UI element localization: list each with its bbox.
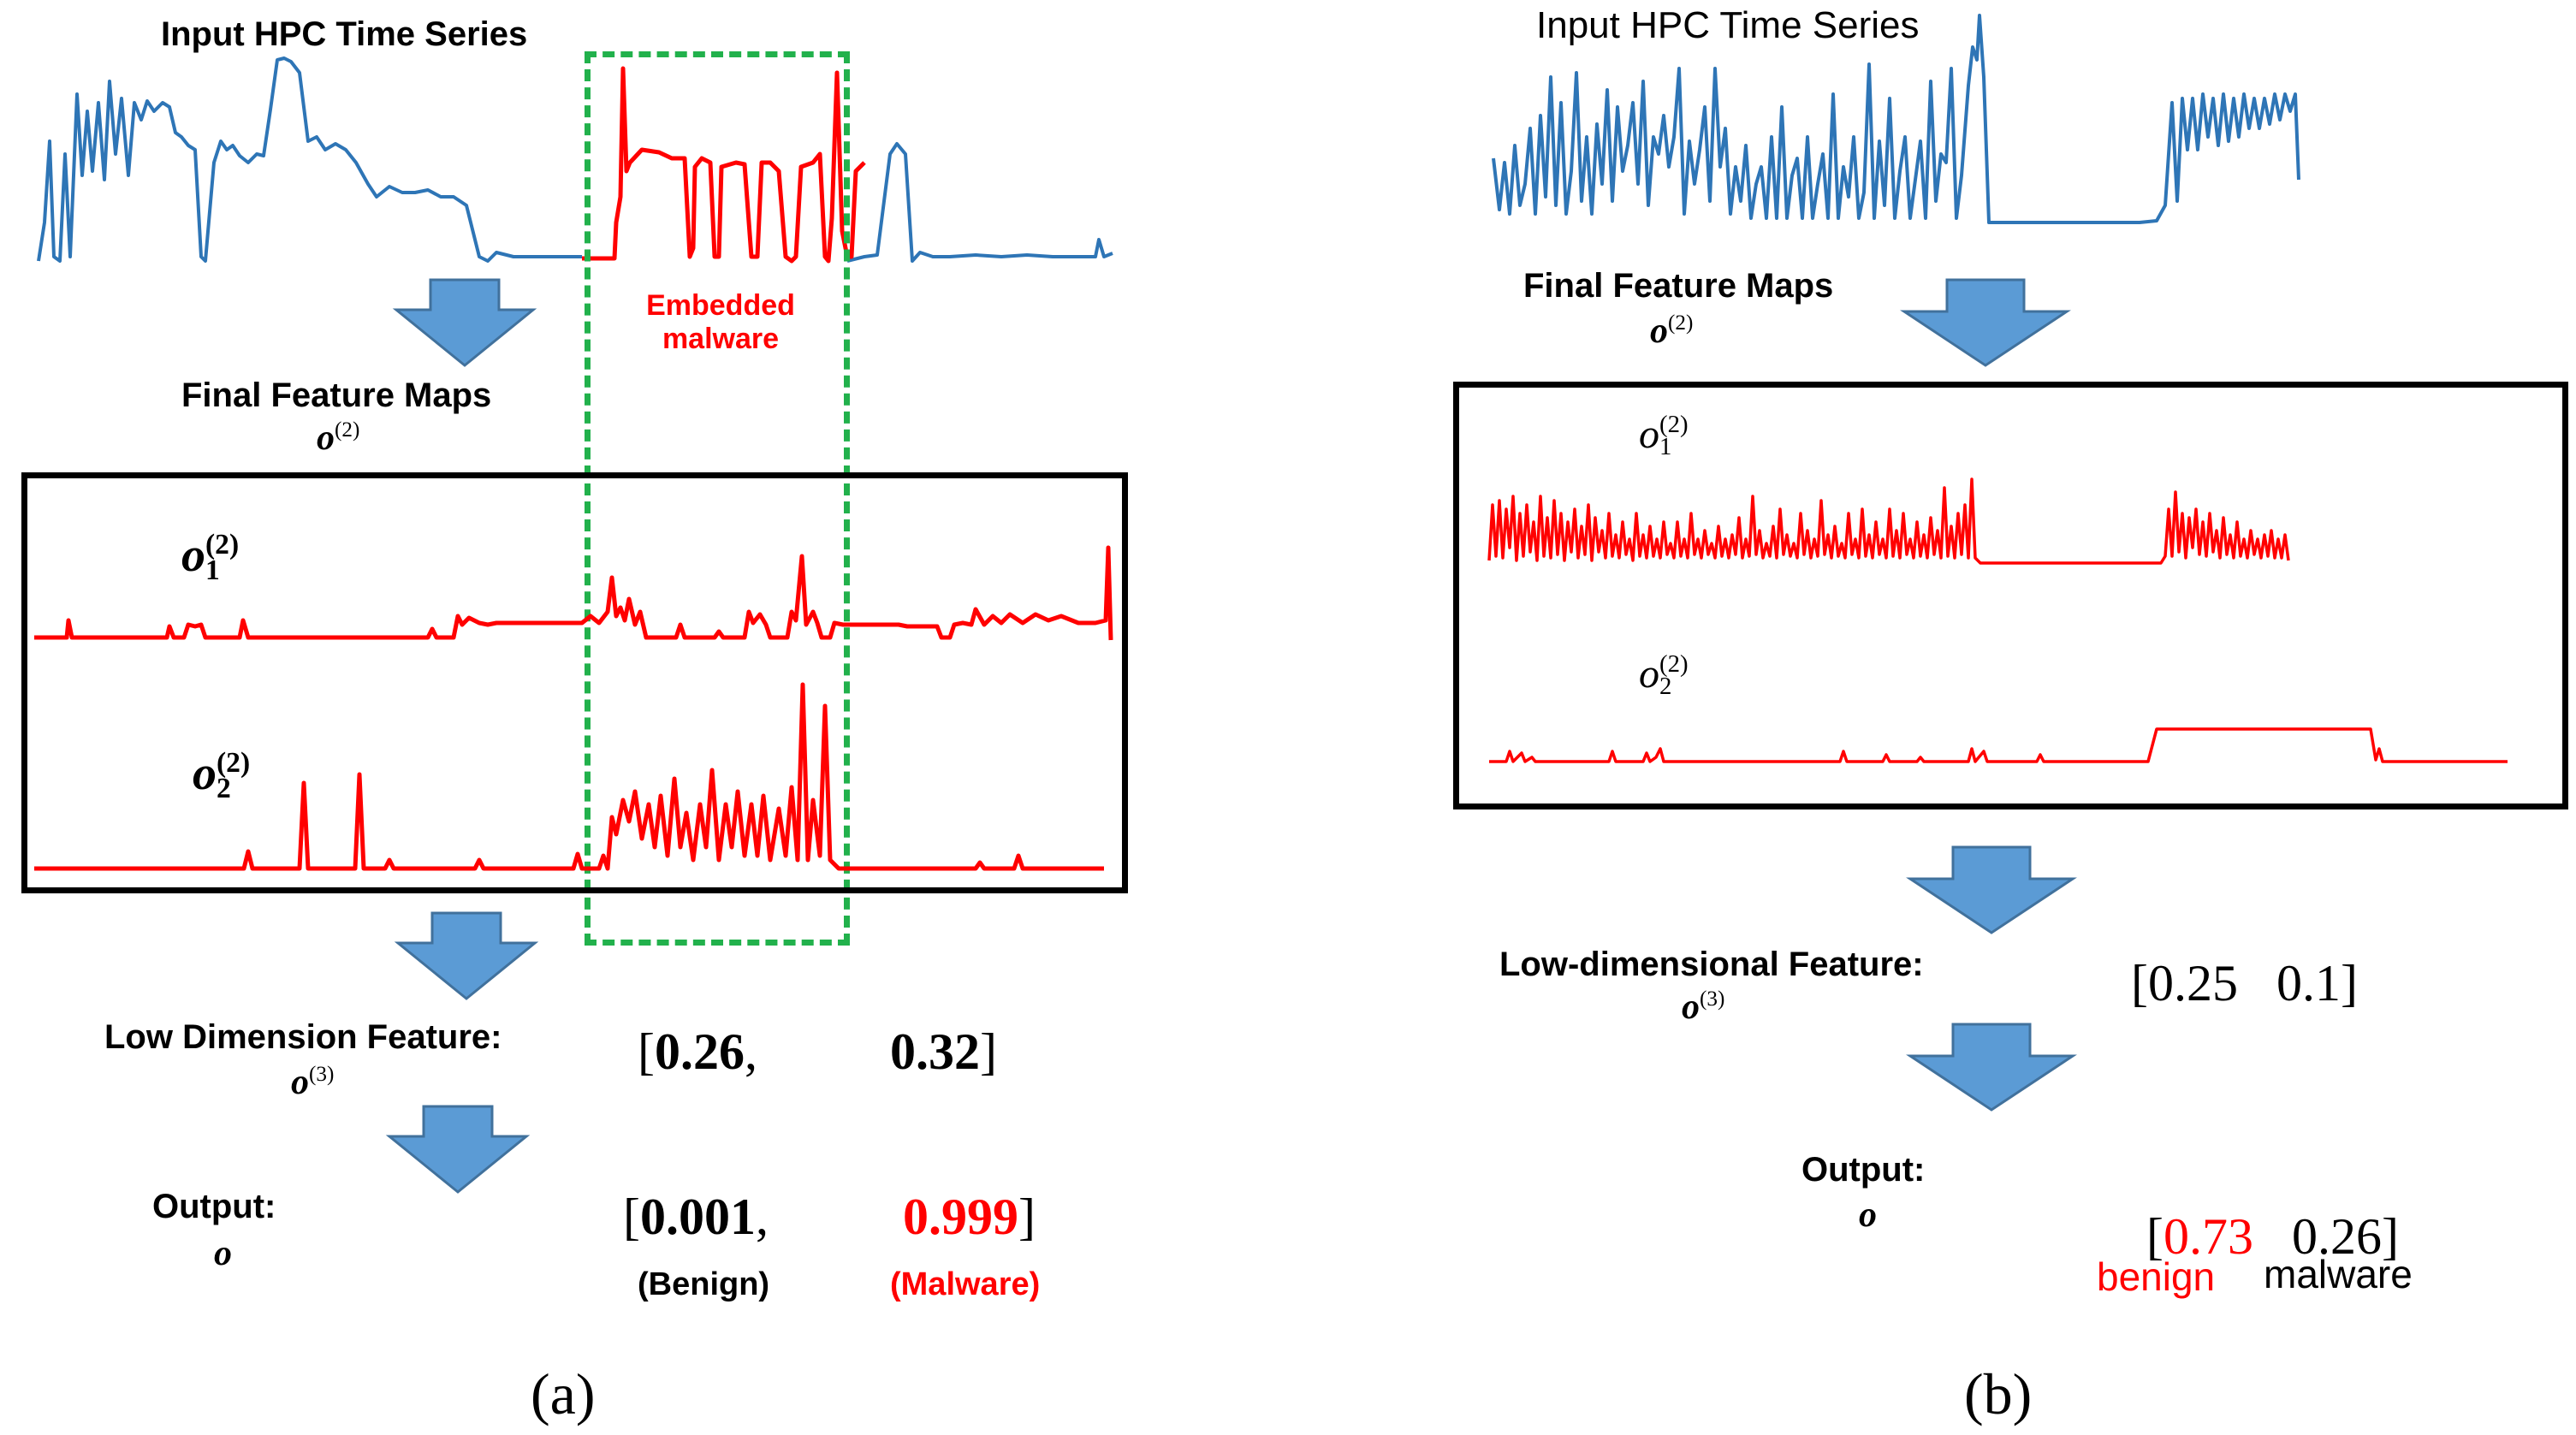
a-output-open: [ [623,1189,640,1245]
b-o2-symbol: o [1650,311,1668,351]
a-output-comma: , [755,1189,769,1245]
a-map1-sub: 1 [205,554,220,587]
b-o3-label: o(3) [1682,986,1724,1028]
a-embedded-line1: Embedded [646,289,795,322]
b-map1-sub: 1 [1659,433,1672,461]
b-output-v2: 0.26] [2291,1208,2399,1265]
a-low-dim-close: ] [980,1023,997,1080]
b-o3-symbol: o [1682,987,1700,1027]
a-low-dim-v2: 0.32 [890,1023,980,1080]
a-output-vector-2: 0.999] [903,1188,1036,1247]
b-arrow-down-3 [1906,1023,2077,1112]
b-output-title: Output: [1801,1151,1926,1189]
a-map2-label: o (2) 2 [193,744,251,805]
a-feature-maps-title: Final Feature Maps [181,377,492,414]
b-output-vector: [0.73 0.26] [2121,1148,2399,1266]
b-input-title: Input HPC Time Series [1536,4,1920,46]
a-malware-region-box [585,51,850,946]
b-map2-label: o (2) 2 [1639,650,1689,701]
a-map2-sub: 2 [217,773,231,805]
a-output-v2: 0.999 [903,1189,1018,1245]
a-arrow-down-3 [385,1105,531,1194]
a-output-o: o [214,1234,232,1273]
a-label-benign: (Benign) [638,1266,770,1302]
b-map2-sub: 2 [1659,673,1672,701]
b-map1-label: o (2) 1 [1639,411,1689,461]
a-map1-sup: (2) [205,528,240,560]
b-output-symbol: o [1859,1194,1877,1236]
b-caption: (b) [1964,1361,2033,1426]
a-output-vector: [0.001, [623,1188,769,1247]
a-map2-symbol: o [193,747,217,800]
b-feature-maps-title: Final Feature Maps [1523,267,1834,305]
a-map2-sup: (2) [217,746,251,779]
b-o2-sup: (2) [1668,311,1694,335]
a-input-series [37,56,1113,263]
b-o2-label: o(2) [1650,310,1693,352]
b-label-benign: benign [2097,1254,2216,1299]
a-map1-symbol: o [181,529,205,582]
a-o2-sup: (2) [335,418,360,442]
a-malware-series [582,66,866,264]
b-feature-maps-box [1453,382,2568,809]
a-output-symbol: o [214,1232,232,1274]
a-low-dim-title: Low Dimension Feature: [104,1018,502,1056]
b-low-dim-title: Low-dimensional Feature: [1499,946,1924,983]
a-caption: (a) [531,1361,596,1426]
b-arrow-down-2 [1906,845,2077,934]
b-arrow-down-1 [1900,278,2071,367]
a-map2-series [34,682,1104,871]
b-output-o: o [1859,1195,1877,1235]
a-o3-label: o(3) [291,1061,334,1103]
b-map2-sup: (2) [1659,650,1689,679]
a-low-dim-vector-2: 0.32] [890,1023,997,1082]
a-o2-symbol: o [317,418,335,458]
b-output-v1: 0.73 [2163,1208,2253,1265]
a-o3-symbol: o [291,1063,309,1102]
a-low-dim-comma: , [744,1023,757,1080]
b-map1-series [1487,477,2290,565]
b-map2-symbol: o [1639,651,1659,697]
a-output-close: ] [1018,1189,1036,1245]
b-map1-sup: (2) [1659,411,1689,439]
a-map1-label: o (2) 1 [181,526,240,587]
b-input-series [1492,14,2300,224]
a-feature-maps-box [21,472,1128,893]
b-map2-series [1489,727,2508,763]
a-label-malware: (Malware) [890,1266,1041,1302]
b-label-malware: malware [2264,1252,2413,1296]
a-arrow-down-1 [392,278,537,367]
b-o3-sup: (3) [1700,987,1725,1011]
a-arrow-down-2 [394,911,539,1000]
a-o2-label: o(2) [317,417,359,459]
a-o3-sup: (3) [309,1063,335,1086]
a-embedded-line2: malware [662,323,780,355]
a-map1-series [34,545,1113,641]
a-low-dim-open: [ [638,1023,655,1080]
a-low-dim-vector: [0.26, [638,1023,757,1082]
b-low-dim-values: [0.25 0.1] [2131,955,2358,1011]
b-map1-symbol: o [1639,412,1659,457]
a-output-title: Output: [152,1188,276,1225]
a-input-title: Input HPC Time Series [161,15,528,53]
a-output-v1: 0.001 [639,1189,756,1245]
a-embedded-label: Embedded malware [644,289,798,356]
b-output-open: [ [2146,1208,2163,1265]
a-low-dim-v1: 0.26 [654,1023,745,1080]
